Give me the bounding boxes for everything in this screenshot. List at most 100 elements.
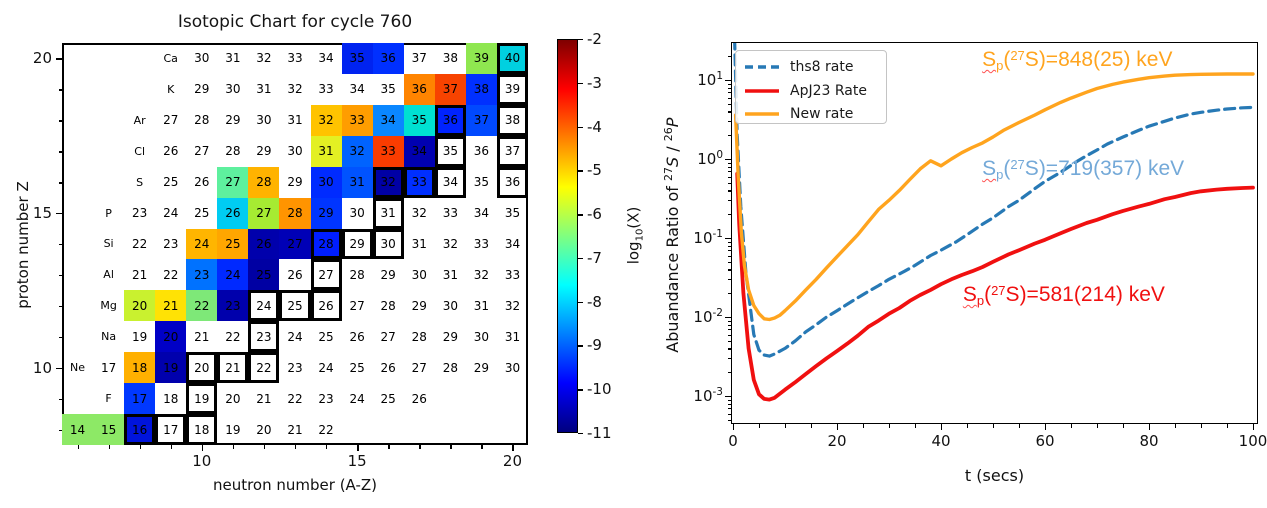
y-axis-tick-label: 15 bbox=[32, 204, 52, 223]
isotope-cell: 21 bbox=[217, 352, 249, 384]
text-part: 27 bbox=[1010, 156, 1025, 172]
isotope-cell: 31 bbox=[504, 329, 521, 344]
y-axis-tick bbox=[58, 120, 62, 122]
element-symbol: Mg bbox=[100, 299, 117, 313]
isotope-cell: 26 bbox=[380, 360, 396, 375]
element-symbol: Cl bbox=[134, 144, 146, 158]
isotope-cell: 27 bbox=[349, 298, 365, 313]
x-axis-tick bbox=[512, 445, 514, 451]
isotope-cell: 32 bbox=[256, 51, 272, 66]
abundance-ratio-plot bbox=[731, 42, 1258, 424]
x-axis-minor-tick bbox=[759, 424, 761, 428]
y-axis-tick bbox=[58, 274, 62, 277]
y-axis-minor-tick bbox=[727, 320, 731, 322]
x-axis-minor-tick bbox=[1019, 424, 1021, 428]
x-axis-tick bbox=[326, 445, 328, 449]
x-axis-minor-tick bbox=[811, 424, 813, 428]
isotope-cell: 29 bbox=[225, 113, 241, 128]
isotope-cell: 20 bbox=[225, 391, 241, 406]
isotope-cell: 29 bbox=[411, 298, 427, 313]
isotope-cell: 37 bbox=[434, 73, 466, 105]
isotope-cell: 30 bbox=[225, 82, 241, 97]
element-symbol: Ar bbox=[133, 113, 146, 127]
colorbar-tick-label: -11 bbox=[587, 424, 612, 442]
isotope-cell: 25 bbox=[194, 206, 210, 221]
annotation-head: Sp bbox=[982, 47, 1003, 72]
text-part: ( bbox=[984, 282, 992, 306]
text-part: S bbox=[1005, 282, 1020, 306]
text-part: p bbox=[976, 292, 985, 308]
isotope-cell: 35 bbox=[434, 135, 466, 167]
y-axis-minor-tick bbox=[727, 403, 731, 405]
isotope-cell: 27 bbox=[411, 360, 427, 375]
text-part: S bbox=[962, 282, 977, 306]
isotope-cell: 36 bbox=[473, 144, 490, 159]
isotope-cell: 36 bbox=[496, 166, 528, 198]
x-axis-minor-tick bbox=[889, 424, 891, 428]
y-axis-minor-tick bbox=[727, 279, 731, 281]
y-axis-minor-tick bbox=[727, 408, 731, 410]
text-part: 27 bbox=[1010, 47, 1025, 63]
isotope-cell: 28 bbox=[442, 360, 458, 375]
y-axis-tick-label: 10-3 bbox=[683, 387, 723, 404]
x-axis-tick bbox=[1253, 424, 1255, 430]
text-part: S bbox=[982, 47, 997, 71]
text-part: Abuandance Ratio of bbox=[663, 181, 683, 353]
y-axis-minor-tick bbox=[727, 83, 731, 85]
isotope-cell: 19 bbox=[186, 383, 218, 415]
isotope-cell: 28 bbox=[310, 228, 342, 260]
y-axis-tick-label: 100 bbox=[683, 150, 723, 167]
isotope-cell: 32 bbox=[287, 82, 303, 97]
isotope-cell: 35 bbox=[403, 104, 435, 136]
isotope-cell: 34 bbox=[318, 51, 334, 66]
isotope-cell: 26 bbox=[349, 329, 365, 344]
isotope-cell: 35 bbox=[473, 175, 490, 190]
x-axis-tick bbox=[450, 445, 452, 449]
text-part: -1 bbox=[712, 228, 723, 240]
isotope-cell: 30 bbox=[310, 166, 342, 198]
isotope-cell: 18 bbox=[186, 414, 218, 445]
isotope-cell: 27 bbox=[380, 329, 396, 344]
isotope-cell: 29 bbox=[442, 329, 458, 344]
element-symbol: Al bbox=[103, 268, 114, 282]
isotope-cell: 33 bbox=[372, 135, 404, 167]
left-x-axis-label: neutron number (A-Z) bbox=[212, 476, 378, 494]
isotope-cell: 23 bbox=[318, 391, 334, 406]
colorbar-tick bbox=[578, 82, 583, 85]
y-axis-tick-label: 101 bbox=[683, 71, 723, 88]
isotope-cell: 33 bbox=[341, 104, 373, 136]
y-axis-tick bbox=[58, 305, 62, 308]
colorbar-tick bbox=[578, 389, 583, 391]
y-axis-minor-tick bbox=[727, 340, 731, 342]
text-part: )=581(214) keV bbox=[1019, 282, 1165, 306]
element-symbol: Ne bbox=[70, 361, 86, 375]
y-axis-tick bbox=[725, 238, 731, 240]
isotope-cell: 25 bbox=[248, 259, 280, 291]
text-part: / bbox=[663, 141, 683, 157]
isotope-cell: 36 bbox=[403, 73, 435, 105]
legend-item: New rate bbox=[744, 106, 853, 122]
x-axis-tick-label: 0 bbox=[728, 432, 738, 450]
text-part: 10 bbox=[697, 71, 717, 89]
colorbar-tick-label: -4 bbox=[587, 117, 602, 136]
x-axis-tick-label: 40 bbox=[931, 432, 951, 450]
series-line-apj23-rate bbox=[735, 171, 1255, 402]
isotope-cell: 22 bbox=[225, 329, 241, 344]
x-axis-tick-label: 80 bbox=[1139, 432, 1159, 450]
x-axis-tick bbox=[357, 445, 359, 451]
isotope-cell: 34 bbox=[473, 206, 490, 221]
y-axis-tick bbox=[58, 182, 62, 184]
isotope-cell: 23 bbox=[287, 360, 303, 375]
x-axis-minor-tick bbox=[1201, 424, 1203, 428]
isotope-cell: 25 bbox=[279, 290, 311, 322]
isotope-cell: 23 bbox=[132, 206, 148, 221]
series-line-new-rate bbox=[733, 72, 1255, 322]
isotope-cell: 16 bbox=[124, 414, 156, 445]
isotope-cell: 29 bbox=[341, 228, 373, 260]
y-axis-minor-tick bbox=[727, 97, 731, 99]
y-axis-minor-tick bbox=[727, 250, 731, 252]
isotope-cell: 33 bbox=[473, 236, 490, 251]
isotope-cell: 17 bbox=[100, 360, 117, 375]
